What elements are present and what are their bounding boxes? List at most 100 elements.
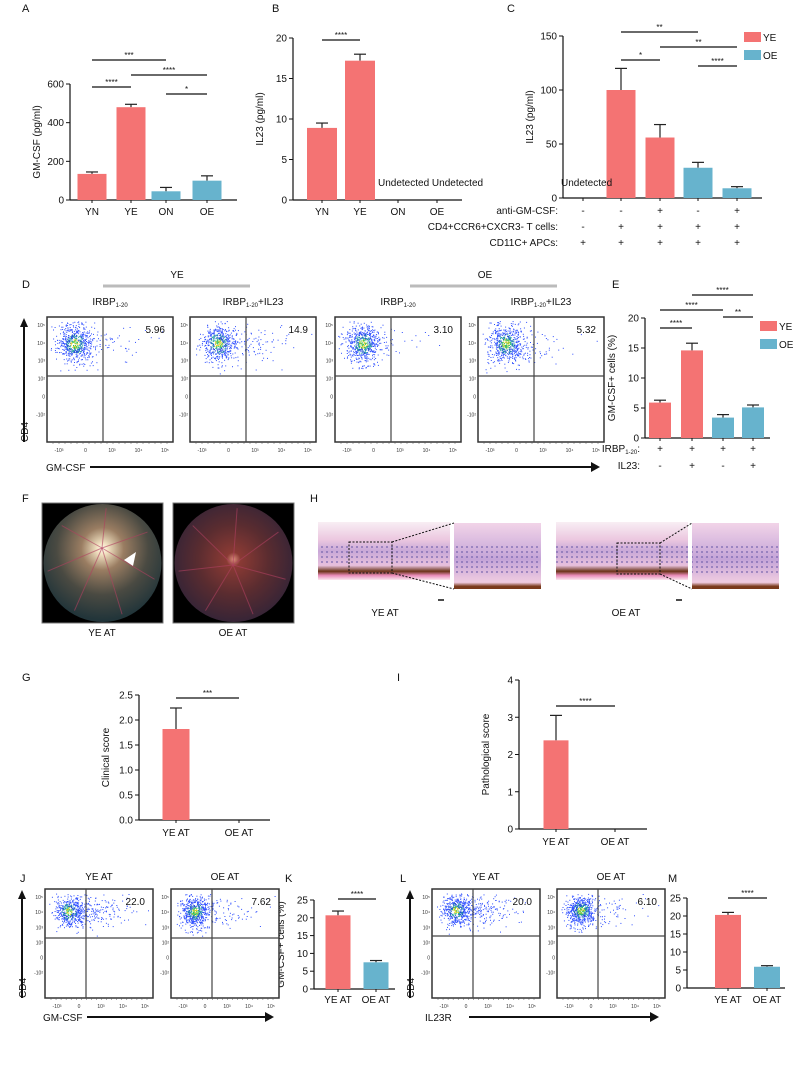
event-dot	[81, 896, 83, 898]
event-dot	[468, 901, 470, 902]
event-dot	[364, 343, 366, 345]
event-dot	[359, 341, 361, 343]
event-dot	[88, 908, 90, 910]
event-dot	[60, 896, 62, 898]
event-dot	[387, 345, 389, 347]
event-dot	[388, 349, 390, 351]
event-dot	[509, 338, 511, 340]
event-dot	[359, 354, 360, 356]
event-dot	[215, 912, 217, 914]
event-dot	[358, 354, 360, 356]
event-dot	[455, 905, 457, 907]
event-dot	[366, 326, 368, 328]
event-dot	[247, 323, 249, 325]
event-dot	[510, 338, 512, 340]
event-dot	[506, 349, 508, 351]
event-dot	[89, 330, 91, 332]
event-dot	[61, 918, 63, 920]
event-dot	[217, 349, 219, 351]
y-tick-label: 0	[675, 984, 681, 995]
event-dot	[519, 364, 520, 366]
event-dot	[70, 909, 72, 910]
event-dot	[227, 353, 229, 355]
event-dot	[226, 345, 228, 347]
event-dot	[596, 340, 598, 342]
event-dot	[231, 919, 233, 921]
event-dot	[223, 353, 225, 355]
event-dot	[517, 348, 519, 349]
event-dot	[101, 349, 102, 350]
condition-value: +	[689, 461, 695, 472]
event-dot	[355, 330, 357, 332]
event-dot	[197, 907, 199, 909]
event-dot	[222, 335, 224, 337]
event-dot	[505, 347, 507, 349]
event-dot	[60, 370, 62, 372]
event-dot	[225, 347, 227, 349]
event-dot	[232, 330, 234, 332]
event-dot	[509, 349, 511, 351]
event-dot	[235, 334, 237, 336]
event-dot	[110, 918, 112, 920]
event-dot	[83, 327, 85, 329]
event-dot	[473, 906, 475, 908]
event-dot	[61, 911, 63, 913]
event-dot	[75, 904, 77, 906]
event-dot	[209, 350, 211, 352]
event-dot	[216, 342, 218, 344]
event-dot	[492, 913, 494, 915]
event-dot	[75, 338, 77, 340]
event-dot	[63, 345, 65, 347]
event-dot	[126, 905, 128, 907]
event-dot	[553, 341, 555, 343]
condition-label-main: anti-GM-CSF:	[496, 206, 558, 217]
event-dot	[498, 901, 500, 903]
event-dot	[60, 341, 62, 343]
event-dot	[195, 923, 197, 925]
event-dot	[209, 332, 211, 334]
event-dot	[81, 921, 83, 923]
event-dot	[357, 352, 359, 354]
event-dot	[215, 350, 216, 352]
legend-swatch-YE	[760, 321, 777, 331]
event-dot	[78, 351, 80, 353]
event-dot	[215, 338, 217, 340]
event-dot	[507, 343, 508, 345]
event-dot	[235, 920, 237, 922]
event-dot	[69, 339, 71, 341]
event-dot	[97, 369, 99, 371]
event-dot	[513, 363, 515, 365]
event-dot	[367, 348, 369, 349]
event-dot	[218, 344, 220, 346]
event-dot	[112, 342, 114, 343]
event-dot	[229, 351, 230, 353]
gate-percentage: 14.9	[289, 325, 309, 336]
event-dot	[191, 926, 193, 928]
event-dot	[181, 903, 183, 905]
event-dot	[184, 918, 186, 920]
event-dot	[111, 904, 113, 906]
event-dot	[211, 352, 213, 354]
x-tick-label: 10⁴	[423, 448, 431, 454]
flow-plot-title: IRBP1-20	[92, 297, 128, 309]
y-tick-label: 10²	[181, 377, 189, 383]
event-dot	[459, 903, 461, 905]
x-tick-label: YN	[315, 207, 329, 218]
event-dot	[514, 357, 516, 359]
event-dot	[57, 899, 59, 901]
event-dot	[459, 921, 461, 923]
event-dot	[369, 346, 371, 348]
event-dot	[205, 339, 206, 341]
event-dot	[70, 340, 72, 342]
event-dot	[487, 359, 489, 360]
event-dot	[63, 918, 65, 920]
event-dot	[57, 347, 59, 349]
event-dot	[199, 904, 201, 906]
event-dot	[262, 344, 264, 345]
event-dot	[190, 905, 192, 907]
event-dot	[463, 899, 465, 901]
event-dot	[522, 356, 524, 358]
event-dot	[179, 918, 181, 920]
event-dot	[231, 345, 233, 347]
